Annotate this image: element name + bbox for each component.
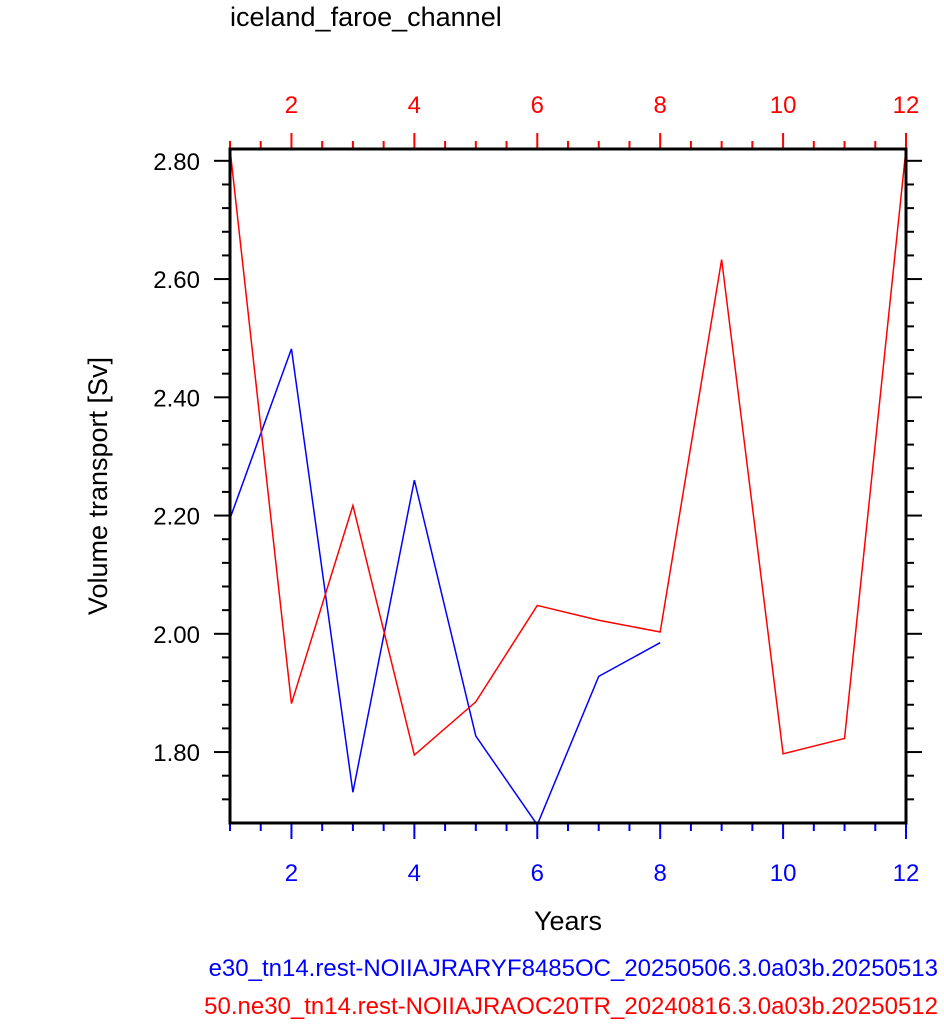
plot-frame bbox=[228, 147, 908, 825]
x-bottom-tick-label: 10 bbox=[770, 860, 797, 887]
x-bottom-tick-label: 2 bbox=[285, 860, 298, 887]
tick-labels: 2 4 6 8 10 12 2 4 6 8 10 12 1.80 2.00 2.20 2.40 2.60 2.80 bbox=[153, 92, 919, 887]
x-bottom-tick-label: 12 bbox=[893, 860, 920, 887]
caption-blue-run: e30_tn14.rest-NOIIAJRARYF8485OC_20250506… bbox=[208, 955, 938, 982]
x-bottom-tick-label: 8 bbox=[654, 860, 667, 887]
x-top-tick-label: 8 bbox=[654, 92, 667, 119]
chart-title: iceland_faroe_channel bbox=[230, 2, 502, 32]
x-axis-label: Years bbox=[534, 906, 602, 936]
axis-ticks bbox=[214, 133, 922, 839]
y-tick-label: 2.00 bbox=[153, 622, 200, 649]
x-top-tick-label: 12 bbox=[893, 92, 920, 119]
y-tick-label: 2.60 bbox=[153, 267, 200, 294]
x-bottom-tick-label: 6 bbox=[531, 860, 544, 887]
series-layer bbox=[229, 148, 907, 827]
x-top-tick-label: 4 bbox=[408, 92, 421, 119]
x-top-tick-label: 10 bbox=[770, 92, 797, 119]
y-tick-label: 2.40 bbox=[153, 385, 200, 412]
y-tick-label: 2.80 bbox=[153, 149, 200, 176]
y-tick-label: 1.80 bbox=[153, 740, 200, 767]
y-axis-label: Volume transport [Sv] bbox=[83, 357, 113, 615]
x-bottom-tick-label: 4 bbox=[408, 860, 421, 887]
x-top-tick-label: 2 bbox=[285, 92, 298, 119]
caption-red-run: 50.ne30_tn14.rest-NOIIAJRAOC20TR_2024081… bbox=[204, 993, 938, 1020]
y-tick-label: 2.20 bbox=[153, 504, 200, 531]
series-line-0 bbox=[229, 348, 661, 827]
x-top-tick-label: 6 bbox=[531, 92, 544, 119]
series-line-1 bbox=[229, 148, 907, 757]
